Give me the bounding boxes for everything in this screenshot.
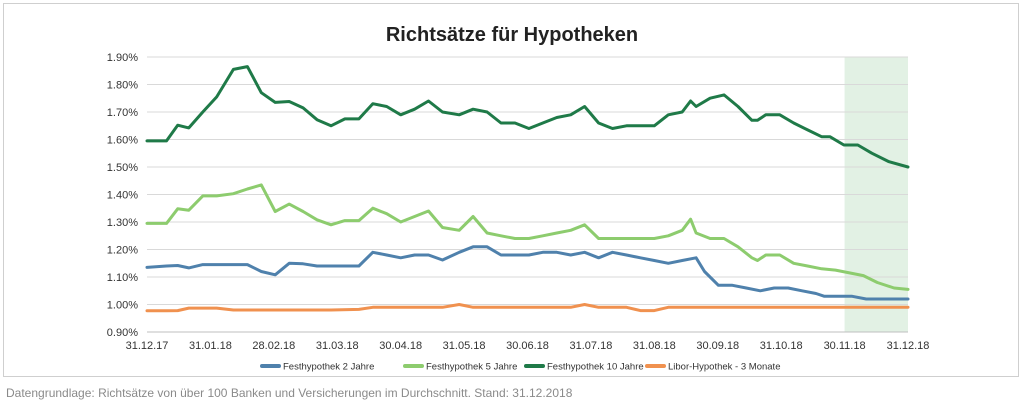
x-tick-label: 28.02.18 [252,340,295,352]
legend-label: Festhypothek 10 Jahre [547,362,644,373]
x-tick-label: 30.06.18 [506,340,549,352]
series-line-1 [145,245,910,301]
y-tick-label: 1.30% [107,217,138,229]
x-tick-label: 30.09.18 [696,340,739,352]
x-tick-label: 31.05.18 [443,340,486,352]
series-line-4 [145,303,910,313]
x-tick-label: 30.04.18 [379,340,422,352]
legend-label: Libor-Hypothek - 3 Monate [668,362,780,373]
x-tick-label: 31.12.17 [126,340,169,352]
series-line-2 [145,183,910,291]
y-tick-label: 1.70% [107,107,138,119]
y-tick-label: 1.50% [107,162,138,174]
y-tick-label: 1.40% [107,190,138,202]
y-tick-label: 1.00% [107,300,138,312]
legend-label: Festhypothek 2 Jahre [283,362,374,373]
y-tick-label: 1.80% [107,80,138,92]
x-tick-label: 31.07.18 [570,340,613,352]
legend-label: Festhypothek 5 Jahre [426,362,517,373]
y-tick-label: 1.10% [107,272,138,284]
x-tick-label: 31.03.18 [316,340,359,352]
series-line-3 [145,65,910,169]
x-tick-label: 30.11.18 [824,340,866,352]
y-tick-label: 1.20% [107,245,138,257]
chart-title: Richtsätze für Hypotheken [385,24,639,46]
x-tick-label: 31.08.18 [633,340,676,352]
x-tick-label: 31.10.18 [760,340,803,352]
y-tick-label: 0.90% [107,327,138,339]
x-tick-label: 31.12.18 [887,340,930,352]
y-tick-label: 1.60% [107,135,138,147]
y-tick-label: 1.90% [107,52,138,64]
x-tick-label: 31.01.18 [189,340,232,352]
footnote: Datengrundlage: Richtsätze von über 100 … [6,386,573,400]
